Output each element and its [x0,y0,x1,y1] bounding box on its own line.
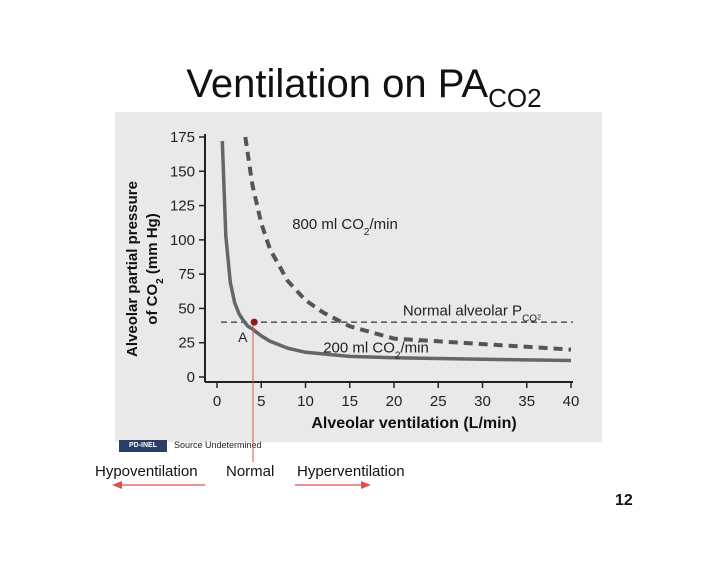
y-tick-label: 175 [170,129,195,146]
chart-figure: 0 25 50 75 100 125 150 175 0 5 10 15 20 25 30 35 40 A 8… [115,112,602,442]
normal-label: Normal [226,463,275,480]
x-tick-label: 25 [430,393,447,410]
hyper-arrow-head [361,481,371,489]
x-tick-label: 40 [563,393,580,410]
x-tick-label: 5 [257,393,265,410]
x-axis-label: Alveolar ventilation (L/min) [311,415,516,432]
x-tick-label: 10 [297,393,314,410]
x-tick-label: 20 [386,393,403,410]
slide-number: 12 [615,492,633,509]
point-a-label: A [238,329,248,345]
curve-800ml [243,136,572,352]
slide-title: Ventilation on PACO2 [186,62,542,113]
reference-line-label: Normal alveolar PCO2 [403,302,541,324]
y-tick-label: 0 [187,369,195,386]
hyperventilation-label: Hyperventilation [297,463,405,480]
x-tick-label: 30 [474,393,491,410]
x-tick-label: 35 [518,393,535,410]
y-axis-label-line2: of CO2 (mm Hg) [144,213,166,324]
hypoventilation-label: Hypoventilation [95,463,198,480]
x-tick-label: 0 [213,393,221,410]
y-tick-label: 150 [170,163,195,180]
y-tick-label: 25 [178,335,195,352]
source-text: Source Undetermined [174,440,262,450]
license-badge: PD-INEL [119,440,167,452]
y-tick-label: 50 [178,300,195,317]
series-label-200ml: 200 ml CO2/min [323,339,429,361]
chart-svg: 0 25 50 75 100 125 150 175 0 5 10 15 20 25 30 35 40 A 8… [124,129,580,432]
curve-200ml [220,141,572,363]
series-label-800ml: 800 ml CO2/min [292,216,398,238]
y-tick-label: 75 [178,266,195,283]
point-a-marker [250,318,258,326]
y-axis-label: Alveolar partial pressure [124,181,141,357]
y-tick-label: 100 [170,232,195,249]
hypo-arrow-head [112,481,122,489]
y-tick-label: 125 [170,198,195,215]
x-tick-label: 15 [341,393,358,410]
